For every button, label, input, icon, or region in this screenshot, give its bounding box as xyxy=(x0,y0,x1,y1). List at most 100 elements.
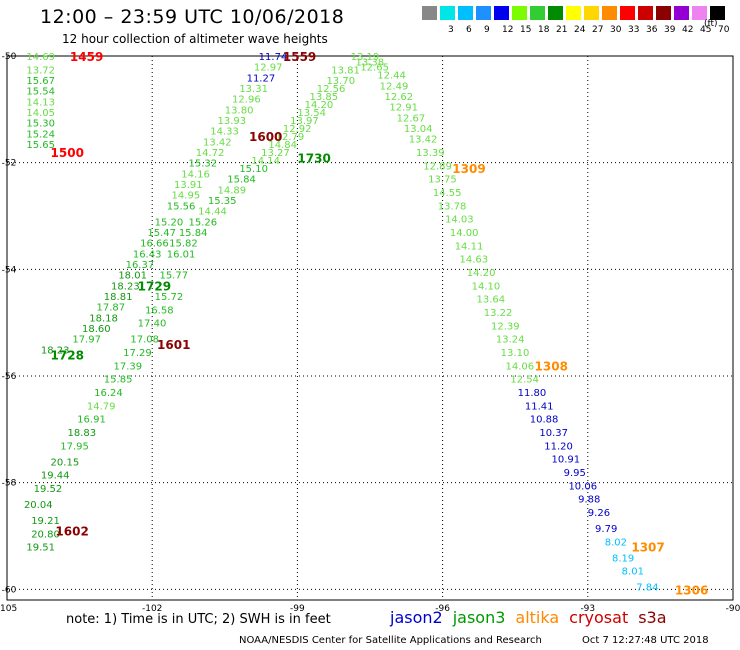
wave-height-label: 13.31 xyxy=(239,84,268,95)
color-legend-label: 12 xyxy=(502,25,514,35)
wave-height-label: 13.42 xyxy=(203,137,232,148)
wave-height-label: 14.20 xyxy=(305,100,334,111)
satellite-legend-altika: altika xyxy=(515,608,560,627)
wave-height-label: 8.19 xyxy=(612,553,634,564)
credit-timestamp: Oct 7 12:27:48 UTC 2018 xyxy=(582,635,709,646)
wave-height-label: 15.84 xyxy=(227,175,256,186)
y-tick-label: -60 xyxy=(2,585,17,595)
y-tick-label: -58 xyxy=(2,479,17,489)
chart-title: 12:00 – 23:59 UTC 10/06/2018 xyxy=(40,6,345,28)
wave-height-label: 10.37 xyxy=(539,428,568,439)
wave-height-label: 17.87 xyxy=(97,303,126,314)
color-legend-label: 33 xyxy=(628,25,640,35)
wave-height-label: 15.82 xyxy=(169,239,198,250)
wave-height-label: 15.77 xyxy=(159,271,188,282)
color-legend-label: 70 xyxy=(718,25,730,35)
wave-height-label: 16.91 xyxy=(77,415,106,426)
wave-height-label: 14.10 xyxy=(472,281,501,292)
wave-height-label: 13.81 xyxy=(331,65,360,76)
color-legend-swatch xyxy=(494,6,509,20)
wave-height-label: 11.74 xyxy=(259,52,288,63)
wave-height-label: 20.04 xyxy=(24,500,53,511)
wave-height-label: 19.44 xyxy=(41,471,70,482)
wave-height-label: 15.85 xyxy=(104,375,133,386)
wave-height-label: 9.79 xyxy=(595,524,617,535)
wave-height-label: 8.01 xyxy=(622,567,644,578)
color-legend-unit: (ft) xyxy=(704,19,718,29)
wave-height-label: 12.92 xyxy=(283,124,312,135)
wave-height-label: 13.72 xyxy=(26,65,55,76)
wave-height-label: 17.95 xyxy=(60,441,89,452)
x-tick-label: -93 xyxy=(580,604,595,614)
color-legend-label: 18 xyxy=(538,25,550,35)
wave-height-label: 14.89 xyxy=(218,185,247,196)
wave-height-label: 12.39 xyxy=(491,321,520,332)
wave-height-label: 12.97 xyxy=(254,63,283,74)
color-legend-label: 42 xyxy=(682,25,694,35)
color-legend-swatch xyxy=(638,6,653,20)
wave-height-label: 13.10 xyxy=(501,348,530,359)
color-legend-swatch xyxy=(512,6,527,20)
wave-height-label: 12.79 xyxy=(276,132,305,143)
y-tick-label: -54 xyxy=(2,265,17,275)
wave-height-label: 11.80 xyxy=(518,388,547,399)
wave-height-label: 17.97 xyxy=(72,335,101,346)
wave-height-label: 14.72 xyxy=(196,148,225,159)
wave-height-label: 10.06 xyxy=(568,481,597,492)
wave-height-label: 15.54 xyxy=(26,87,55,98)
pass-time-label: 1602 xyxy=(55,525,88,539)
wave-height-label: 15.30 xyxy=(26,119,55,130)
wave-height-label: 18.81 xyxy=(104,292,133,303)
wave-height-label: 18.23 xyxy=(41,345,70,356)
wave-height-label: 13.04 xyxy=(404,124,433,135)
pass-time-label: 1309 xyxy=(452,162,485,176)
wave-height-label: 13.64 xyxy=(476,295,505,306)
wave-height-label: 14.63 xyxy=(460,255,489,266)
wave-height-label: 18.60 xyxy=(82,324,111,335)
wave-height-label: 12.67 xyxy=(397,113,426,124)
wave-height-label: 14.79 xyxy=(87,401,116,412)
wave-height-label: 12.89 xyxy=(423,161,452,172)
satellite-legend-jason3: jason3 xyxy=(452,608,506,627)
wave-height-label: 14.69 xyxy=(26,52,55,63)
wave-height-label: 14.03 xyxy=(445,215,474,226)
credit-text: NOAA/NESDIS Center for Satellite Applica… xyxy=(239,635,542,646)
wave-height-label: 14.84 xyxy=(268,140,297,151)
wave-height-label: 15.72 xyxy=(155,292,184,303)
color-legend-swatch xyxy=(548,6,563,20)
wave-height-label: 13.27 xyxy=(261,148,290,159)
wave-height-label: 19.21 xyxy=(31,516,60,527)
x-tick-label: -99 xyxy=(290,604,305,614)
wave-height-label: 16.24 xyxy=(94,388,123,399)
wave-height-label: 14.33 xyxy=(210,127,239,138)
wave-height-label: 16.66 xyxy=(140,239,169,250)
wave-height-label: 17.08 xyxy=(130,335,159,346)
color-legend-swatch xyxy=(476,6,491,20)
color-legend-label: 24 xyxy=(574,25,586,35)
wave-height-label: 13.39 xyxy=(416,148,445,159)
pass-time-label: 1306 xyxy=(675,583,708,597)
color-legend-swatch xyxy=(440,6,455,20)
wave-height-label: 11.41 xyxy=(525,401,554,412)
wave-height-label: 20.80 xyxy=(31,529,60,540)
wave-height-label: 15.32 xyxy=(189,159,218,170)
wave-height-label: 13.54 xyxy=(297,108,326,119)
wave-height-label: 14.44 xyxy=(198,207,227,218)
wave-height-label: 11.27 xyxy=(247,73,276,84)
wave-height-label: 7.84 xyxy=(636,583,658,594)
wave-height-label: 10.91 xyxy=(552,455,581,466)
wave-height-label: 14.55 xyxy=(433,188,462,199)
wave-height-label: 14.00 xyxy=(450,228,479,239)
wave-height-label: 16.01 xyxy=(167,249,196,260)
x-tick-label: -96 xyxy=(435,604,450,614)
satellite-legend-jason2: jason2 xyxy=(390,608,443,627)
y-tick-label: -50 xyxy=(2,52,17,62)
wave-height-label: 15.84 xyxy=(179,228,208,239)
wave-height-label: 9.95 xyxy=(564,468,586,479)
wave-height-label: 13.38 xyxy=(355,57,384,68)
wave-height-label: 10.88 xyxy=(530,415,559,426)
wave-height-label: 14.95 xyxy=(172,191,201,202)
wave-height-label: 13.75 xyxy=(428,175,457,186)
color-legend-swatch xyxy=(620,6,635,20)
x-tick-label: -102 xyxy=(142,604,162,614)
